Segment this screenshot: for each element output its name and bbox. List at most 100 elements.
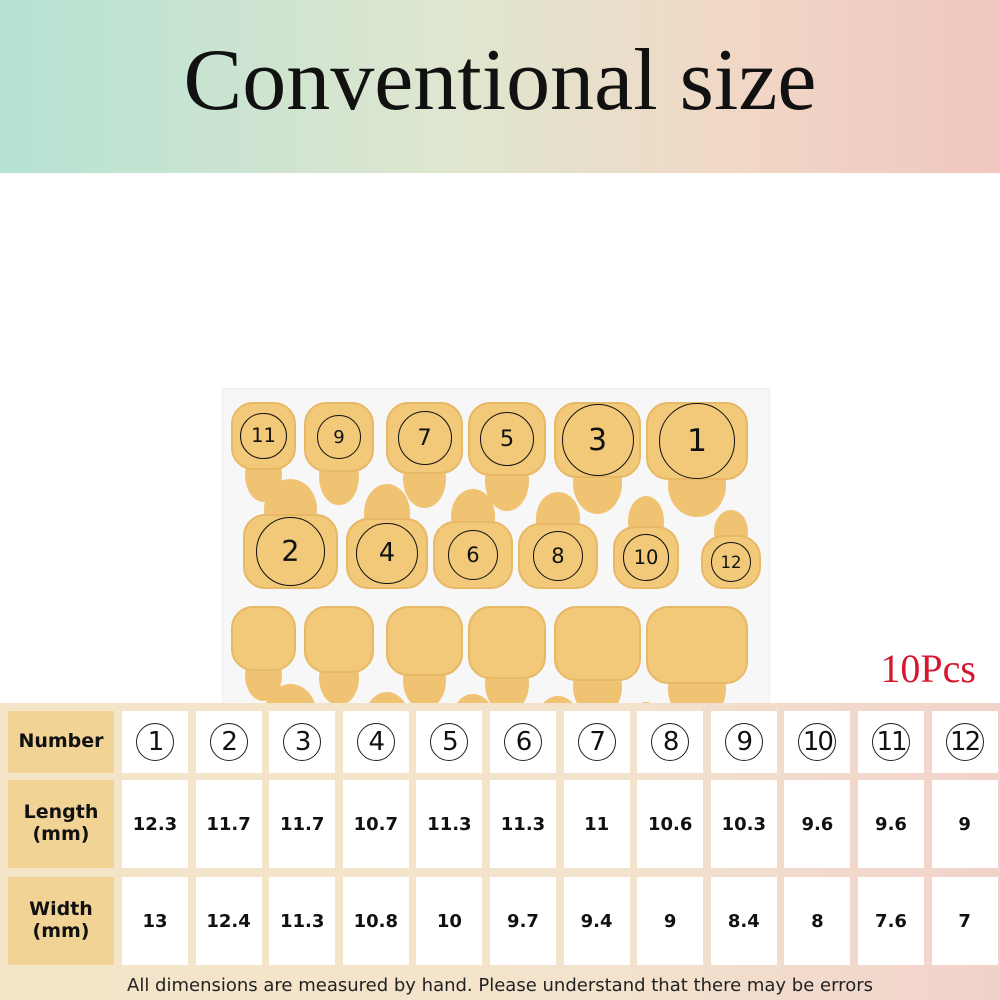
number-cell: 12 xyxy=(931,711,998,773)
circled-number: 6 xyxy=(504,723,542,761)
circled-number: 9 xyxy=(724,723,763,761)
width-cell: 7 xyxy=(931,877,998,965)
length-cell: 12.3 xyxy=(122,780,188,868)
number-cell: 6 xyxy=(490,711,556,773)
sticker: 6 xyxy=(433,489,513,589)
sticker: 4 xyxy=(346,484,428,589)
circled-number: 10 xyxy=(798,723,837,761)
sticker-number: 12 xyxy=(711,542,751,582)
cell-value: 11.7 xyxy=(279,813,325,835)
circled-number: 5 xyxy=(430,723,469,761)
sticker-number: 1 xyxy=(659,403,735,479)
sticker-number: 6 xyxy=(447,529,499,581)
sticker xyxy=(468,606,546,713)
sticker-body xyxy=(231,606,296,671)
length-cell: 11 xyxy=(563,780,630,868)
circled-number: 4 xyxy=(356,723,395,761)
circled-number: 7 xyxy=(577,723,616,761)
page-title: Conventional size xyxy=(183,32,817,129)
cell-value: 9.6 xyxy=(801,813,834,835)
number-cell: 3 xyxy=(269,711,336,773)
circled-number: 1 xyxy=(136,723,174,761)
sticker-number: 7 xyxy=(397,411,452,466)
cell-value: 10.8 xyxy=(353,910,398,932)
sticker: 3 xyxy=(554,402,641,514)
length-cell: 11.7 xyxy=(269,780,336,868)
length-cell: 9.6 xyxy=(858,780,924,868)
cell-value: 13 xyxy=(142,910,168,932)
circled-number: 11 xyxy=(872,723,910,761)
sticker: 8 xyxy=(518,492,598,589)
length-cell: 10.3 xyxy=(710,780,777,868)
sticker-body xyxy=(304,606,374,674)
cell-value: 12.3 xyxy=(132,813,178,835)
circled-number: 12 xyxy=(945,723,984,761)
cell-value: 8 xyxy=(811,910,824,932)
sticker-body xyxy=(468,606,546,679)
cell-value: 10 xyxy=(436,910,462,932)
header-banner: Conventional size xyxy=(0,0,1000,173)
sticker: 11 xyxy=(231,402,296,502)
quantity-label: 10Pcs xyxy=(880,646,976,691)
sticker-number: 5 xyxy=(480,412,534,467)
number-cell: 2 xyxy=(195,711,262,773)
cell-value: 10.7 xyxy=(353,813,398,835)
width-cell: 9.7 xyxy=(490,877,556,965)
sticker-number: 10 xyxy=(622,533,670,581)
number-cell: 9 xyxy=(710,711,777,773)
product-photo: 11 9 7 5 3 1 2 4 6 8 10 12 xyxy=(0,173,1000,813)
width-cell: 9 xyxy=(637,877,704,965)
row-label-width: Width (mm) xyxy=(8,877,114,965)
length-cell: 9 xyxy=(931,780,998,868)
circled-number: 3 xyxy=(283,723,322,761)
length-cell: 9.6 xyxy=(784,780,851,868)
cell-value: 12.4 xyxy=(206,910,251,932)
circled-number: 2 xyxy=(209,723,248,761)
sticker: 10 xyxy=(613,496,679,589)
width-cell: 11.3 xyxy=(269,877,336,965)
number-cell: 7 xyxy=(563,711,630,773)
width-cell: 13 xyxy=(122,877,188,965)
footnote: All dimensions are measured by hand. Ple… xyxy=(127,975,873,996)
sticker-number: 2 xyxy=(256,517,325,586)
sticker: 1 xyxy=(646,402,748,517)
cell-value: 9 xyxy=(958,813,971,835)
length-cell: 10.7 xyxy=(342,780,409,868)
sticker-number: 4 xyxy=(356,522,418,584)
number-cell: 1 xyxy=(122,711,188,773)
sticker xyxy=(231,606,296,701)
cell-value: 9 xyxy=(663,910,677,932)
width-cell: 8.4 xyxy=(710,877,777,965)
cell-value: 10.6 xyxy=(647,813,693,835)
width-cell: 8 xyxy=(784,877,851,965)
cell-value: 10.3 xyxy=(721,813,766,835)
sticker-number: 8 xyxy=(532,530,584,582)
number-cell: 11 xyxy=(858,711,924,773)
sticker: 9 xyxy=(304,402,374,505)
sticker-number: 11 xyxy=(240,412,287,460)
width-cell: 9.4 xyxy=(563,877,630,965)
sticker: 5 xyxy=(468,402,546,511)
cell-value: 8.4 xyxy=(727,910,760,932)
sticker-body xyxy=(304,402,374,473)
width-cell: 10.8 xyxy=(342,877,409,965)
length-cell: 11.3 xyxy=(416,780,483,868)
row-label-length: Length (mm) xyxy=(8,780,114,868)
cell-value: 9.6 xyxy=(875,813,907,835)
cell-value: 11.7 xyxy=(206,813,251,835)
length-cell: 11.7 xyxy=(195,780,262,868)
cell-value: 11.3 xyxy=(500,813,546,835)
cell-value: 9.7 xyxy=(507,910,539,932)
row-label-number: Number xyxy=(8,711,114,773)
sticker-number: 9 xyxy=(317,415,361,459)
sticker: 7 xyxy=(386,402,463,508)
sticker-body xyxy=(386,606,463,677)
sticker xyxy=(304,606,374,705)
cell-value: 11 xyxy=(584,813,610,835)
sticker-body xyxy=(646,606,748,685)
cell-value: 7.6 xyxy=(875,910,907,932)
number-cell: 5 xyxy=(416,711,483,773)
width-cell: 7.6 xyxy=(858,877,924,965)
sticker: 12 xyxy=(701,510,761,589)
cell-value: 7 xyxy=(958,910,971,932)
